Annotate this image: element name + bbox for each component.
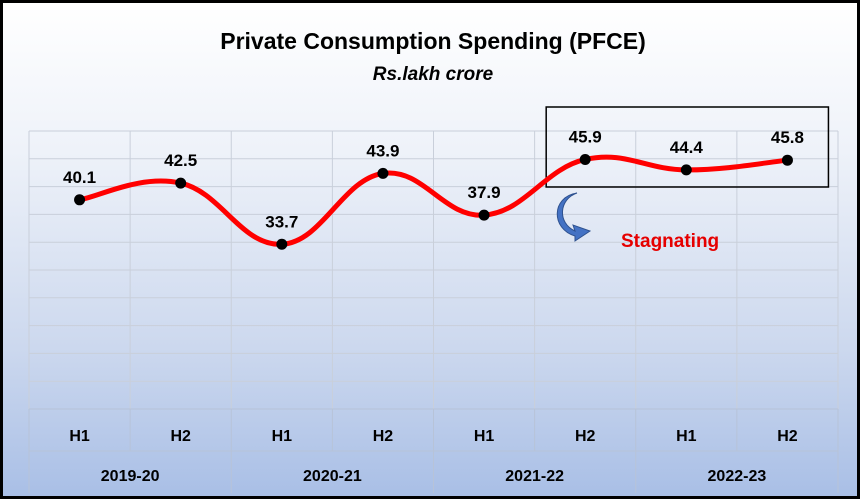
data-label: 43.9 [366,141,399,160]
curved-arrow-icon [556,192,592,242]
data-point [579,153,591,165]
data-point [175,177,187,189]
x-tick-label: H2 [777,428,798,445]
x-group-label: 2021-22 [505,468,564,485]
x-tick-label: H1 [272,428,293,445]
highlight-box [545,106,830,188]
data-label: 45.9 [569,127,602,146]
x-tick-label: H2 [373,428,394,445]
x-group-label: 2019-20 [101,468,160,485]
data-point [377,167,389,179]
x-tick-label: H2 [170,428,191,445]
data-point [478,209,490,221]
data-label: 37.9 [468,183,501,202]
data-label: 33.7 [265,212,298,231]
chart-subtitle: Rs.lakh crore [373,64,494,85]
data-labels: 40.1 42.5 33.7 43.9 37.9 45.9 44.4 45.8 [63,127,804,231]
data-point [74,194,86,206]
data-label: 44.4 [670,138,704,157]
series-line [77,154,790,247]
data-point [781,154,793,166]
chart-title: Private Consumption Spending (PFCE) [220,28,646,54]
stagnation-highlight [545,106,830,188]
x-group-label: 2022-23 [708,468,767,485]
x-group-label: 2020-21 [303,468,362,485]
series-layer [74,153,793,250]
annotation: Stagnating [556,192,719,252]
x-tick-label: H2 [575,428,596,445]
line-chart: H1 H2 H1 H2 H1 H2 H1 H2 2019-20 2020-21 2021-22 202… [28,28,839,493]
grid [28,130,839,410]
data-label: 45.8 [771,128,804,147]
data-label: 40.1 [63,168,96,187]
x-tick-label: H1 [69,428,90,445]
annotation-stagnating: Stagnating [621,231,719,252]
data-point [276,238,288,250]
category-axis: H1 H2 H1 H2 H1 H2 H1 H2 2019-20 2020-21 2021-22 202… [28,408,839,493]
x-tick-label: H1 [676,428,697,445]
x-tick-label: H1 [474,428,495,445]
data-label: 42.5 [164,151,197,170]
data-point [680,164,692,176]
